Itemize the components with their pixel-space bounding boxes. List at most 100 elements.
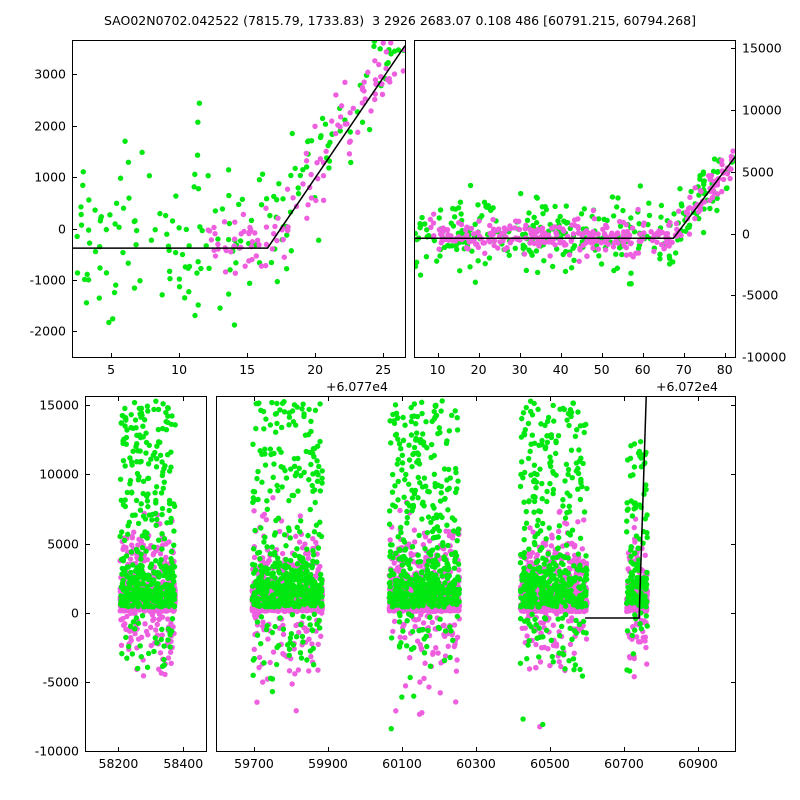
x-tickmark-top [698,397,699,401]
y-tick-label: -5000 [42,674,79,690]
y-tickmark [731,110,735,112]
panel-bottom-right-segment-axes [216,396,736,752]
x-tick-label: 60 [634,362,651,377]
x-axis-offset-label: +6.072e4 [656,379,718,394]
y-tick-label: 1000 [34,169,66,185]
x-tick-label: 60500 [530,756,570,771]
x-tick-label: 40 [552,362,569,377]
y-tickmark [86,543,90,545]
x-tickmark [476,747,477,751]
y-tickmark-right [731,474,735,476]
y-tick-label: -5000 [742,287,779,303]
x-tickmark-top [476,397,477,401]
x-axis-offset-label: +6.077e4 [326,379,388,394]
x-tickmark [247,353,249,357]
x-tickmark [624,747,625,751]
x-tick-label: 30 [511,362,528,377]
x-tickmark [437,353,439,357]
x-tick-label: 20 [470,362,487,377]
x-tick-label: 59700 [234,756,274,771]
x-tick-label: 10 [429,362,446,377]
y-tickmark-right [731,543,735,545]
y-tick-label: -10000 [34,743,79,759]
x-tickmark [383,353,385,357]
x-tickmark [254,747,255,751]
x-tickmark-top [550,397,551,401]
y-tickmark [86,405,90,407]
y-tickmark [86,681,90,683]
x-tickmark [550,747,551,751]
x-tick-label: 59900 [308,756,348,771]
x-tickmark [402,747,403,751]
x-tick-label: 15 [239,362,256,377]
y-tickmark [73,125,77,127]
x-tickmark [724,353,726,357]
y-tick-label: 0 [71,605,79,621]
x-tickmark [601,353,603,357]
x-tickmark-top [254,397,255,401]
y-tick-label: -10000 [742,349,787,365]
y-tickmark [86,474,90,476]
x-tickmark [560,353,562,357]
x-tick-label: 60300 [456,756,496,771]
x-tickmark [683,353,685,357]
x-tickmark [118,747,120,751]
panel-bottom-left-segment-axes [85,396,207,752]
x-tick-label: 58200 [98,756,139,771]
x-tickmark [179,353,181,357]
panel-bottom-right-segment-plot-area [249,397,651,732]
x-tick-label: 5 [107,362,116,377]
x-tickmark [111,353,113,357]
y-tickmark [73,74,77,76]
panel-bottom-left-segment-plot-area [117,398,178,679]
y-tick-label: 5000 [47,536,79,552]
x-tick-label: 10 [171,362,188,377]
y-tickmark-right [731,751,735,752]
x-tick-label: 58400 [163,756,204,771]
x-tickmark [698,747,699,751]
y-tick-label: 5000 [742,164,774,180]
y-tick-label: -2000 [29,323,66,339]
y-tickmark [73,279,77,281]
x-tick-label: 80 [716,362,733,377]
x-tickmark [519,353,521,357]
panel-top-left-plot-area [73,41,405,328]
y-tick-label: 10000 [742,102,782,118]
y-tick-label: 2000 [34,118,66,134]
y-tick-label: 3000 [34,66,66,82]
y-tickmark [731,233,735,235]
y-tickmark-right [731,681,735,683]
y-tickmark [73,228,77,230]
y-tick-label: 0 [58,221,66,237]
x-tick-label: 25 [375,362,392,377]
y-tickmark [731,357,735,358]
y-tick-label: -1000 [29,272,66,288]
y-tickmark [731,48,735,50]
y-tickmark [731,171,735,173]
y-tick-label: 15000 [39,397,79,413]
y-tickmark [86,751,90,752]
y-tickmark [73,331,77,333]
y-tickmark [86,612,90,614]
panel-top-right-plot-area [415,148,735,287]
x-tickmark [642,353,644,357]
x-tickmark-top [402,397,403,401]
y-tick-label: 0 [742,226,750,242]
y-tickmark-right [731,612,735,614]
y-tickmark [731,295,735,297]
panel-top-right-axes [414,40,736,358]
panel-top-left-axes [72,40,406,358]
x-tickmark-top [183,397,185,401]
x-tickmark-top [328,397,329,401]
y-tick-label: 15000 [742,40,782,56]
x-tick-label: 60100 [382,756,422,771]
x-tickmark [478,353,480,357]
y-tick-label: 10000 [39,466,79,482]
y-tickmark-right [731,405,735,407]
y-tickmark [73,177,77,179]
figure-title: SAO02N0702.042522 (7815.79, 1733.83) 3 2… [104,13,696,28]
x-tick-label: 70 [675,362,692,377]
x-tickmark [315,353,317,357]
x-tick-label: 60900 [678,756,718,771]
